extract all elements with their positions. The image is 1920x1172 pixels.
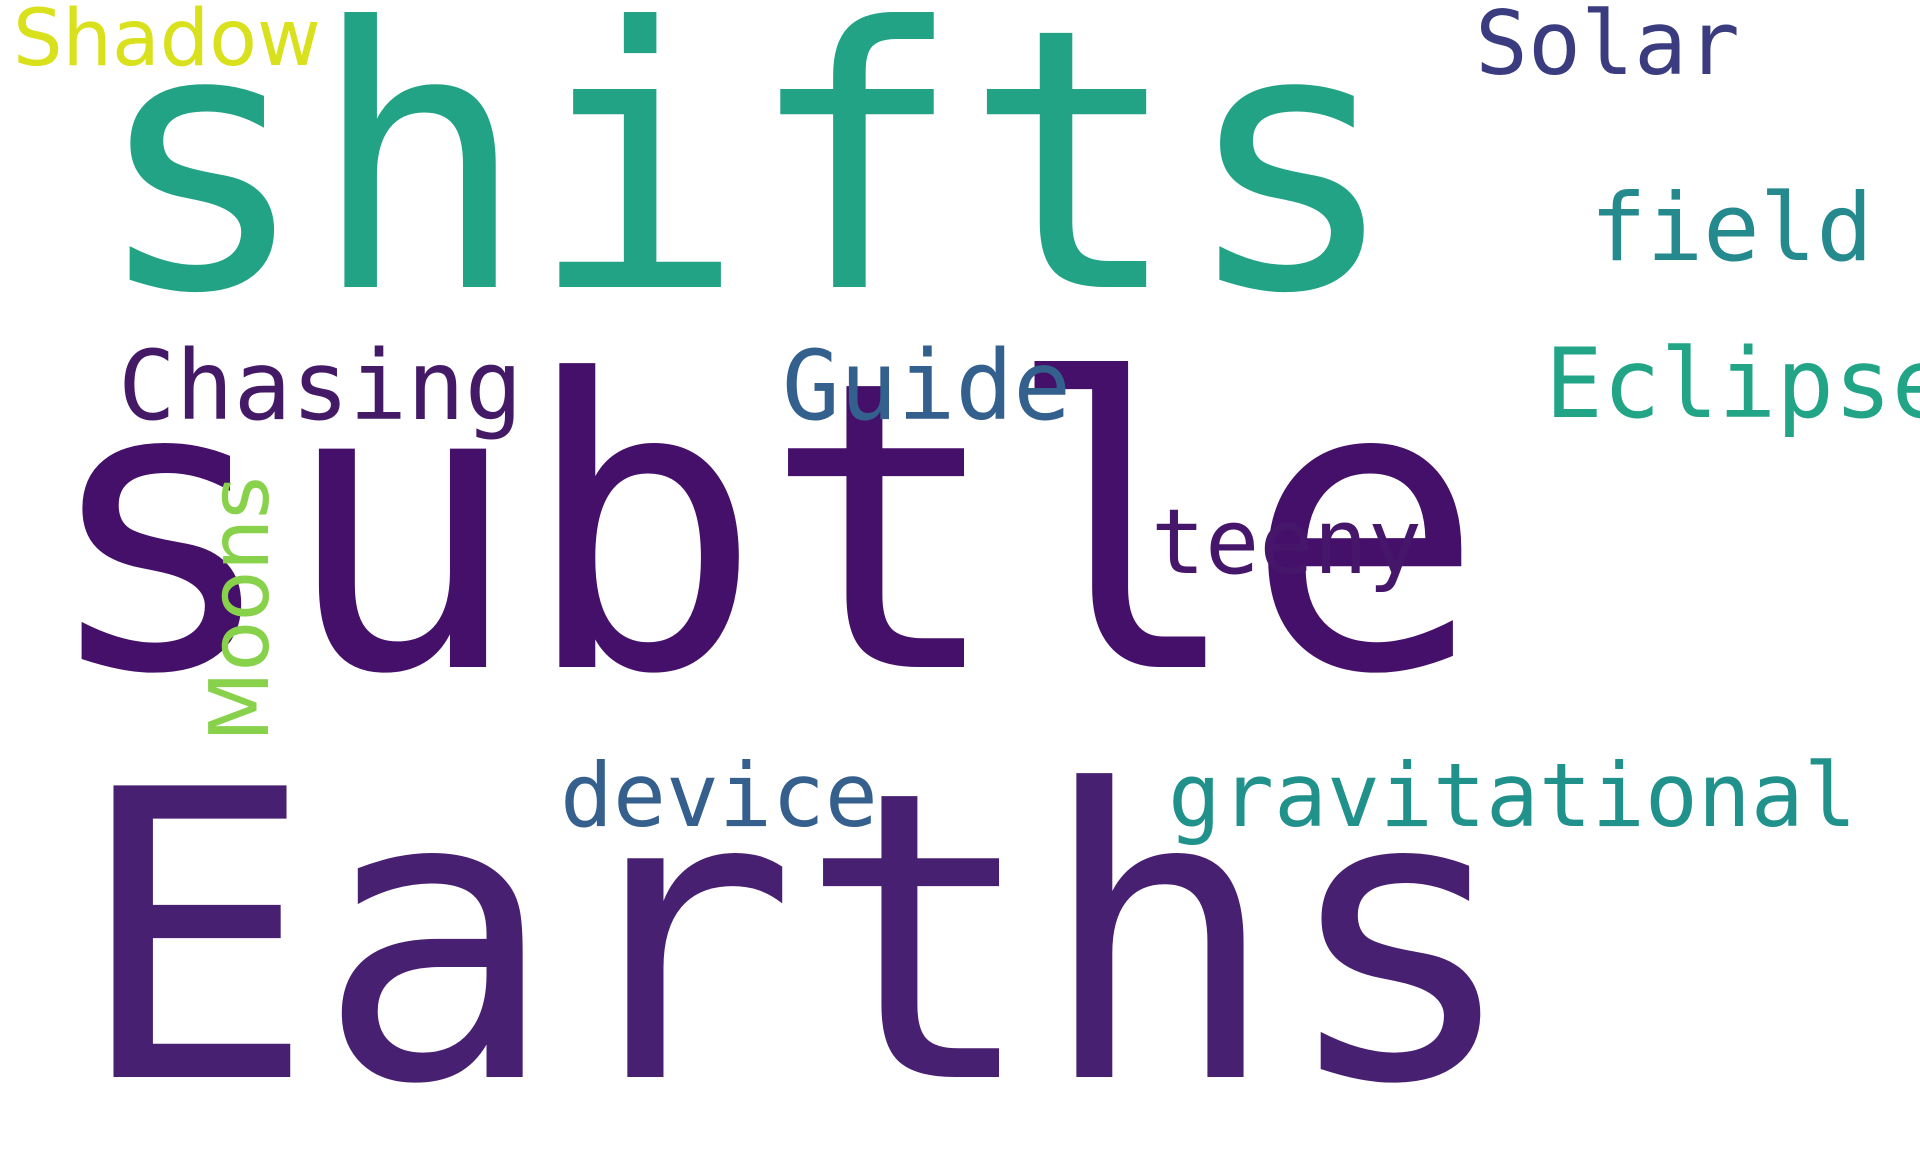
word-field: field [1590,174,1873,283]
word-chasing: Chasing [118,330,523,442]
word-cloud: subtle Earths shifts Shadow Solar field … [13,0,1920,1140]
word-shadow: Shadow [13,0,321,84]
word-moons: Moons [193,476,288,742]
word-teeny: teeny [1151,490,1422,595]
word-shifts: shifts [92,0,1400,373]
word-device: device [560,744,878,847]
word-guide: Guide [782,330,1071,442]
word-gravitational: gravitational [1168,744,1857,847]
word-subtle: subtle [40,297,1485,762]
word-earths: Earths [75,707,1520,1172]
word-solar: Solar [1475,0,1740,95]
word-eclipse: Eclipse [1545,328,1920,440]
